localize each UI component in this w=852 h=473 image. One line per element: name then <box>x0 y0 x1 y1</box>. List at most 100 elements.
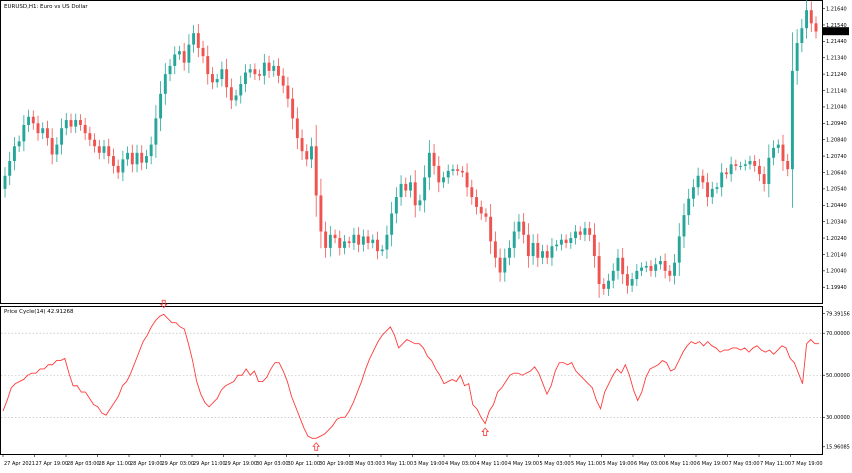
time-axis-tick-label: 4 May 19:00 <box>508 461 539 467</box>
candle <box>611 263 615 289</box>
candle-body-bull <box>446 170 450 178</box>
candle <box>555 239 559 251</box>
candle-body-bear <box>314 146 318 196</box>
candle-body-bear <box>724 172 728 175</box>
candle <box>248 63 252 78</box>
candle-body-bull <box>418 200 422 206</box>
candle-body-bull <box>555 244 559 247</box>
candle-body-bull <box>55 144 59 155</box>
candle <box>583 221 587 242</box>
candle-body-bull <box>583 228 587 235</box>
candle-body-bear <box>140 152 144 163</box>
candle <box>17 135 21 153</box>
candle-body-bull <box>27 116 31 125</box>
candle <box>805 0 809 39</box>
candle-body-bull <box>795 42 799 71</box>
candle-body-bull <box>3 175 7 189</box>
indicator-title: Price Cycle(14) 42.91268 <box>4 309 74 315</box>
candle-body-bear <box>324 231 328 248</box>
candle <box>220 61 224 87</box>
candle <box>300 129 304 160</box>
candle <box>31 110 35 130</box>
candle-body-bull <box>244 72 247 84</box>
candle <box>281 68 285 94</box>
candle-body-bull <box>800 28 804 43</box>
candle-body-bull <box>352 234 356 243</box>
candle <box>310 137 313 169</box>
candle <box>630 272 634 292</box>
candle <box>357 227 361 253</box>
candle <box>559 233 563 251</box>
time-axis-tick-label: 28 Apr 03:00 <box>67 461 100 467</box>
candle <box>78 114 82 131</box>
candle <box>177 45 181 60</box>
candle-body-bull <box>41 128 45 134</box>
candle-body-bull <box>569 238 573 243</box>
candle-body-bull <box>64 120 68 129</box>
candle <box>50 128 54 165</box>
price-axis: 1.21640 1.21540 1.21440 1.21340 1.21240 1.211… <box>822 6 847 291</box>
candle <box>550 238 554 266</box>
candle-body-bear <box>357 234 361 245</box>
candle-body-bear <box>479 206 483 214</box>
candle-body-bear <box>814 23 818 32</box>
candle <box>456 164 460 176</box>
candle <box>154 105 158 158</box>
candle-body-bear <box>493 241 497 258</box>
candle <box>376 231 379 260</box>
candle <box>225 58 229 98</box>
candle <box>187 34 191 74</box>
candle <box>545 244 549 265</box>
candle <box>644 261 648 273</box>
candle-body-bull <box>691 187 695 199</box>
candle-body-bull <box>121 159 125 173</box>
candle <box>795 29 799 85</box>
candle <box>149 136 153 165</box>
candle <box>69 113 73 133</box>
price-axis-tick-label: 1.20440 <box>826 203 847 209</box>
price-axis-tick-label: 1.20040 <box>826 269 847 275</box>
arrow-up-icon <box>312 442 321 451</box>
candle-body-bull <box>328 234 332 248</box>
candle-body-bear <box>225 69 229 88</box>
candle <box>809 1 813 32</box>
candle <box>564 234 568 249</box>
candle <box>12 137 16 171</box>
candle-body-bear <box>83 124 87 134</box>
candle-body-bull <box>673 262 677 276</box>
candle <box>343 234 346 255</box>
candle <box>159 81 163 132</box>
candle-body-bull <box>748 161 752 165</box>
time-axis-tick-label: 29 Apr 19:00 <box>225 461 258 467</box>
candle <box>658 255 662 270</box>
candle-body-bull <box>442 177 445 183</box>
candle-body-bull <box>343 241 346 248</box>
candle <box>673 253 677 285</box>
candle-body-bear <box>107 146 111 157</box>
time-axis-tick-label: 30 Apr 03:00 <box>256 461 289 467</box>
candle-body-bull <box>658 261 662 265</box>
candle <box>753 155 757 172</box>
candle-body-bull <box>715 187 719 189</box>
candle-body-bear <box>319 195 323 232</box>
time-axis-tick-label: 6 May 11:00 <box>666 461 697 467</box>
candle-body-bull <box>805 10 809 29</box>
candle-body-bear <box>267 62 271 71</box>
candle <box>41 122 45 139</box>
candle-body-bear <box>206 56 210 75</box>
arrow-up-icon <box>481 427 490 436</box>
price-axis-tick-label: 1.20740 <box>826 154 847 160</box>
candle-body-bear <box>116 165 120 173</box>
candle <box>687 188 691 225</box>
time-axis-tick-label: 7 May 11:00 <box>760 461 791 467</box>
candle-body-bull <box>163 74 167 94</box>
candle <box>64 113 68 136</box>
candle <box>597 242 601 298</box>
candle-body-bull <box>776 144 780 148</box>
time-axis-tick-label: 3 May 11:00 <box>382 461 413 467</box>
candle <box>786 154 790 177</box>
candle-body-bull <box>385 234 389 250</box>
candle-body-bull <box>239 83 243 96</box>
candle <box>800 18 804 53</box>
